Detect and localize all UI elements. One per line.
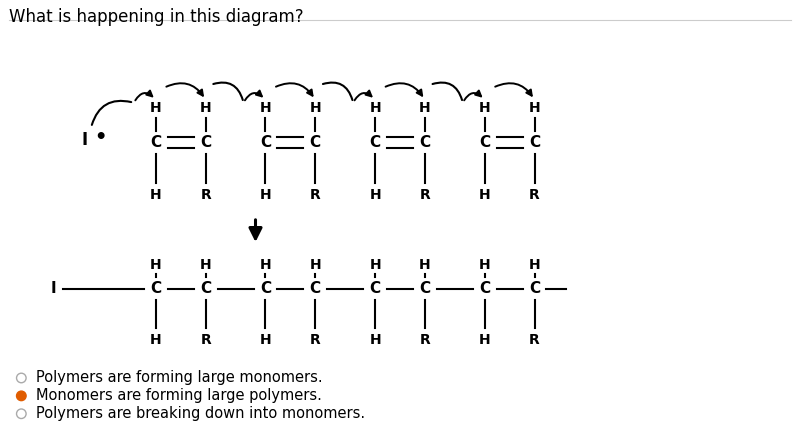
Text: R: R <box>200 333 211 347</box>
Text: H: H <box>419 101 430 114</box>
Text: C: C <box>150 281 162 296</box>
Text: H: H <box>479 188 490 202</box>
Text: R: R <box>310 333 321 347</box>
Text: I: I <box>81 132 87 149</box>
Text: H: H <box>479 101 490 114</box>
Text: C: C <box>370 281 381 296</box>
Text: H: H <box>310 258 321 272</box>
Text: C: C <box>370 135 381 150</box>
Text: H: H <box>479 258 490 272</box>
Text: H: H <box>150 101 162 114</box>
Text: H: H <box>260 333 271 347</box>
Text: C: C <box>529 281 540 296</box>
Text: C: C <box>200 281 211 296</box>
Text: C: C <box>150 135 162 150</box>
Text: R: R <box>529 188 540 202</box>
Text: Polymers are forming large monomers.: Polymers are forming large monomers. <box>36 371 323 385</box>
Text: H: H <box>260 188 271 202</box>
Text: C: C <box>529 135 540 150</box>
Text: H: H <box>200 101 211 114</box>
Text: C: C <box>479 135 490 150</box>
Text: H: H <box>370 188 381 202</box>
Text: R: R <box>419 188 430 202</box>
Text: R: R <box>310 188 321 202</box>
Text: H: H <box>419 258 430 272</box>
Text: Monomers are forming large polymers.: Monomers are forming large polymers. <box>36 388 322 403</box>
Text: H: H <box>150 188 162 202</box>
Text: I: I <box>50 281 56 296</box>
Text: H: H <box>529 101 540 114</box>
Text: C: C <box>260 135 271 150</box>
Circle shape <box>17 391 26 401</box>
Text: R: R <box>529 333 540 347</box>
Text: H: H <box>150 333 162 347</box>
Text: C: C <box>479 281 490 296</box>
Text: H: H <box>529 258 540 272</box>
Text: H: H <box>150 258 162 272</box>
Text: •: • <box>94 128 106 147</box>
Text: H: H <box>370 333 381 347</box>
Text: C: C <box>310 135 321 150</box>
Text: C: C <box>200 135 211 150</box>
Text: R: R <box>419 333 430 347</box>
Text: H: H <box>260 101 271 114</box>
Text: Polymers are breaking down into monomers.: Polymers are breaking down into monomers… <box>36 406 366 421</box>
Text: H: H <box>260 258 271 272</box>
Text: H: H <box>370 101 381 114</box>
Text: C: C <box>419 281 430 296</box>
Text: H: H <box>200 258 211 272</box>
Text: What is happening in this diagram?: What is happening in this diagram? <box>10 8 304 26</box>
Text: R: R <box>200 188 211 202</box>
Text: H: H <box>479 333 490 347</box>
Text: C: C <box>310 281 321 296</box>
Text: H: H <box>310 101 321 114</box>
Text: H: H <box>370 258 381 272</box>
Text: C: C <box>419 135 430 150</box>
Text: C: C <box>260 281 271 296</box>
